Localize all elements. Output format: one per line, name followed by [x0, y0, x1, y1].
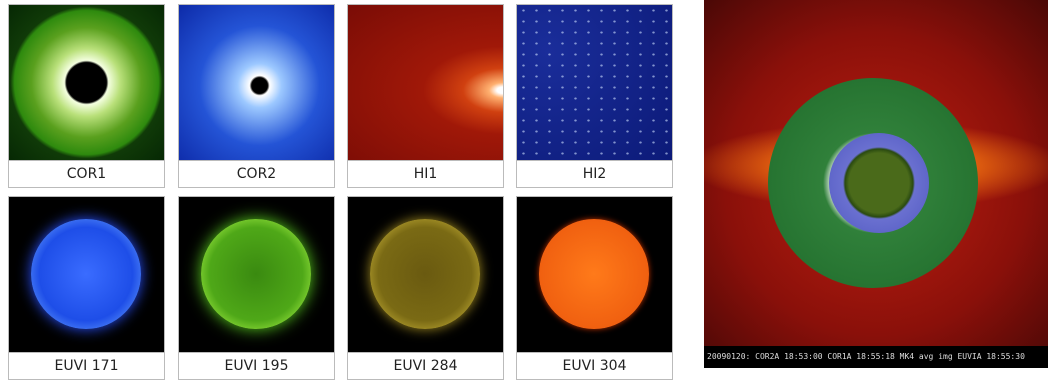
tile-label: COR1: [8, 161, 165, 188]
sun-disk: [31, 219, 141, 329]
sun-disk: [539, 219, 649, 329]
euvi-image: [8, 196, 165, 353]
sun-disk: [370, 219, 480, 329]
euvi-disk: [829, 133, 929, 233]
euvi-image: [347, 196, 504, 353]
composite-caption: 20090120: COR2A 18:53:00 COR1A 18:55:18 …: [704, 346, 1048, 368]
tile: EUVI 284: [347, 196, 504, 380]
tile-label: EUVI 171: [8, 353, 165, 380]
composite-image: 20090120: COR2A 18:53:00 COR1A 18:55:18 …: [704, 0, 1048, 368]
euvi-image: [178, 196, 335, 353]
cor1-image: [8, 4, 165, 161]
hi2-image: [516, 4, 673, 161]
tile-label: HI1: [347, 161, 504, 188]
tile: COR1: [8, 4, 165, 188]
tile-label: EUVI 195: [178, 353, 335, 380]
tile-label: EUVI 284: [347, 353, 504, 380]
cor2-image: [178, 4, 335, 161]
hi1-image: [347, 4, 504, 161]
tile: COR2: [178, 4, 335, 188]
tile: EUVI 195: [178, 196, 335, 380]
tile: EUVI 304: [516, 196, 673, 380]
sun-disk: [201, 219, 311, 329]
tile: HI1: [347, 4, 504, 188]
tile-label: COR2: [178, 161, 335, 188]
tile-label: EUVI 304: [516, 353, 673, 380]
tile-label: HI2: [516, 161, 673, 188]
tile: HI2: [516, 4, 673, 188]
tile: EUVI 171: [8, 196, 165, 380]
euvi-image: [516, 196, 673, 353]
page: COR1 COR2 HI1 HI2 EUVI 171 EUVI 195 EUVI…: [0, 0, 1052, 378]
